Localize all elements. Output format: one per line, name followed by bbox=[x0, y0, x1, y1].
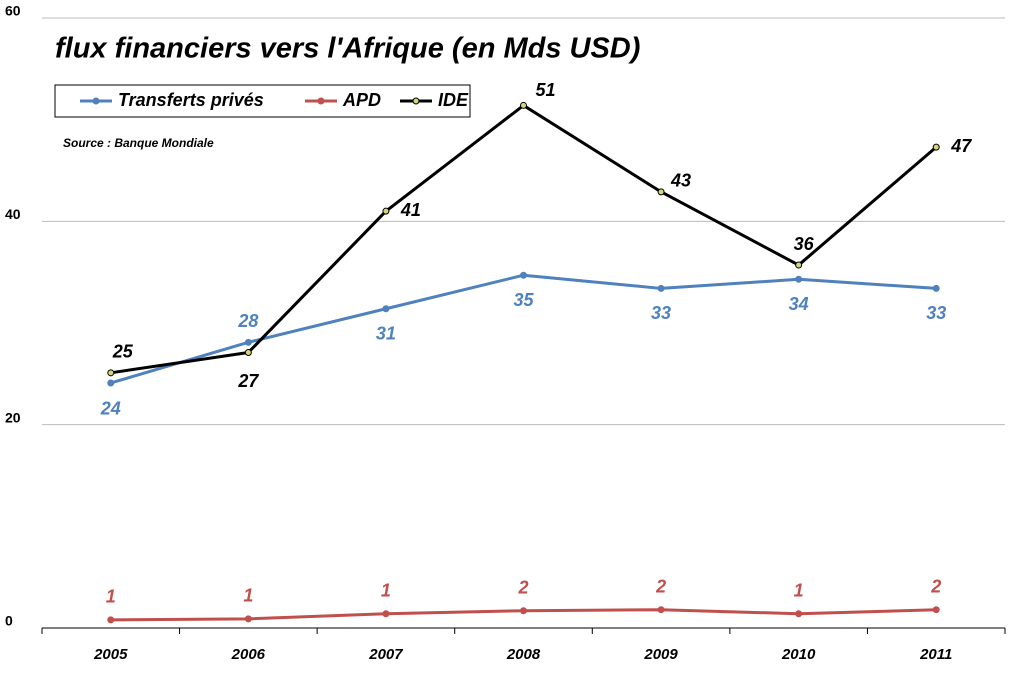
data-label: 43 bbox=[670, 171, 691, 191]
chart-title: flux financiers vers l'Afrique (en Mds U… bbox=[55, 33, 640, 65]
point bbox=[244, 348, 252, 356]
data-label: 2 bbox=[517, 577, 528, 597]
x-tick-label: 2008 bbox=[506, 646, 541, 663]
point bbox=[520, 101, 527, 109]
legend-label: APD bbox=[342, 90, 381, 110]
data-label: 25 bbox=[112, 342, 134, 362]
x-tick-label: 2006 bbox=[231, 646, 266, 663]
legend-marker bbox=[317, 97, 325, 105]
point bbox=[795, 275, 803, 283]
point bbox=[520, 607, 527, 615]
data-label: 41 bbox=[400, 200, 421, 220]
legend-label: IDE bbox=[438, 90, 469, 110]
data-label: 47 bbox=[950, 136, 972, 156]
data-label: 31 bbox=[376, 324, 396, 344]
point bbox=[657, 188, 665, 196]
x-tick-label: 2005 bbox=[93, 646, 128, 663]
point bbox=[932, 143, 940, 151]
data-label: 33 bbox=[651, 303, 671, 323]
point bbox=[520, 271, 527, 279]
point bbox=[657, 284, 665, 292]
legend-label: Transferts privés bbox=[118, 90, 264, 110]
legend-marker bbox=[412, 97, 420, 105]
point bbox=[657, 606, 665, 614]
point bbox=[382, 305, 390, 313]
data-label: 33 bbox=[926, 303, 946, 323]
point bbox=[107, 379, 115, 387]
data-label: 28 bbox=[237, 311, 258, 331]
point bbox=[382, 610, 390, 618]
x-tick-label: 2010 bbox=[781, 646, 816, 663]
x-tick-label: 2009 bbox=[643, 646, 678, 663]
point bbox=[795, 261, 803, 269]
point bbox=[932, 284, 940, 292]
y-tick-label: 20 bbox=[5, 409, 21, 425]
data-label: 34 bbox=[789, 294, 809, 314]
point bbox=[382, 207, 390, 215]
point bbox=[244, 338, 252, 346]
data-label: 2 bbox=[930, 576, 941, 596]
point bbox=[932, 606, 940, 614]
x-tick-label: 2007 bbox=[368, 646, 403, 663]
point bbox=[795, 610, 803, 618]
data-label: 27 bbox=[237, 371, 259, 391]
data-label: 1 bbox=[381, 581, 391, 601]
y-tick-label: 40 bbox=[5, 206, 21, 222]
legend-marker bbox=[92, 97, 100, 105]
x-tick-label: 2011 bbox=[919, 646, 952, 663]
chart-subtitle: Source : Banque Mondiale bbox=[63, 136, 214, 150]
data-label: 36 bbox=[794, 234, 815, 254]
point bbox=[107, 616, 115, 624]
data-label: 1 bbox=[243, 586, 253, 606]
data-label: 35 bbox=[513, 290, 534, 310]
y-tick-label: 0 bbox=[5, 613, 13, 629]
data-label: 51 bbox=[535, 80, 555, 100]
data-label: 1 bbox=[106, 587, 116, 607]
data-label: 2 bbox=[655, 576, 666, 596]
data-label: 24 bbox=[100, 399, 121, 419]
point bbox=[244, 615, 252, 623]
point bbox=[107, 369, 115, 377]
y-tick-label: 60 bbox=[5, 3, 21, 19]
data-label: 1 bbox=[794, 581, 804, 601]
